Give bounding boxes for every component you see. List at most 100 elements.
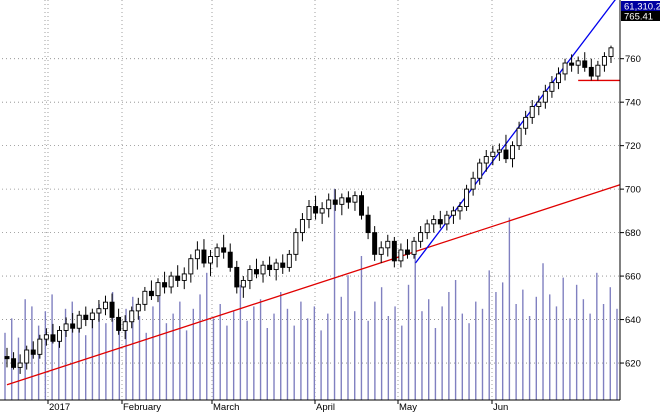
candle-body: [359, 195, 365, 216]
price-label-layer: 61,310.2 765.41: [621, 1, 660, 23]
candle-body: [510, 145, 516, 160]
main-trendline: [6, 184, 621, 386]
upper-price-label: 61,310.2: [624, 2, 660, 13]
candle-body: [188, 258, 194, 275]
candle-body: [24, 349, 30, 364]
candle-body: [155, 282, 161, 297]
candle-body: [477, 162, 483, 179]
candle-body: [313, 206, 319, 214]
candle-body: [194, 249, 200, 260]
candle-body: [168, 275, 174, 288]
candle-body: [569, 62, 575, 66]
candle-body: [529, 106, 535, 118]
y-tick-label-680: 680: [625, 228, 641, 239]
y-tick-label-740: 740: [625, 98, 641, 109]
candle-body: [142, 290, 148, 305]
candle-body: [208, 256, 214, 264]
candle-body: [260, 264, 266, 275]
x-tick-label-5: Jun: [493, 402, 508, 412]
candle-body: [503, 149, 509, 160]
candle-body: [234, 266, 240, 288]
candle-body: [273, 262, 279, 271]
candle-body: [148, 290, 154, 297]
candle-body: [83, 314, 89, 321]
candle-body: [437, 219, 443, 225]
y-tick-layer: 620 640 660 680 700 720 740 760: [620, 54, 641, 370]
candle-body: [30, 349, 36, 355]
candle-body: [332, 199, 338, 205]
candle-body: [293, 232, 299, 255]
candle-body: [253, 269, 259, 275]
x-tick-label-2: March: [213, 402, 239, 412]
y-tick-label-720: 720: [625, 141, 641, 152]
candle-body: [102, 301, 108, 310]
candle-body: [89, 312, 95, 321]
candle-body: [221, 247, 227, 253]
candle-layer: [4, 45, 614, 374]
candle-body: [496, 149, 502, 153]
candle-body: [562, 62, 568, 75]
candle-body: [588, 66, 594, 77]
candle-body: [11, 358, 17, 368]
candle-body: [122, 321, 128, 331]
candle-body: [109, 301, 115, 318]
candle-body: [385, 240, 391, 249]
candle-body: [63, 323, 69, 331]
candle-body: [306, 206, 312, 221]
candle-body: [214, 247, 220, 257]
candle-body: [536, 101, 542, 107]
candle-body: [267, 264, 273, 271]
candle-body: [575, 60, 581, 66]
candle-body: [542, 90, 548, 103]
candle-body: [555, 73, 561, 84]
candle-body: [444, 214, 450, 225]
candle-body: [523, 116, 529, 129]
candle-body: [391, 240, 397, 262]
x-tick-layer: 2017 February March April May Jun: [47, 400, 508, 413]
candle-body: [4, 356, 10, 360]
candle-body: [365, 214, 371, 234]
upper-price-tag: [621, 1, 660, 11]
candle-body: [129, 310, 135, 323]
candle-body: [398, 249, 404, 262]
candle-body: [326, 199, 332, 210]
candle-body: [135, 303, 141, 312]
candle-body: [286, 253, 292, 268]
y-tick-label-700: 700: [625, 185, 641, 196]
candle-body: [483, 156, 489, 164]
candle-body: [319, 208, 325, 214]
candle-body: [431, 219, 437, 225]
candle-body: [240, 279, 246, 288]
candle-body: [345, 197, 351, 203]
candle-body: [57, 329, 63, 342]
candle-body: [299, 219, 305, 234]
candle-body: [450, 210, 456, 216]
candle-body: [378, 247, 384, 255]
candle-body: [352, 195, 358, 203]
candle-body: [181, 273, 187, 281]
candle-body: [162, 282, 168, 288]
candle-body: [404, 249, 410, 255]
candle-body: [280, 262, 286, 268]
candle-body: [464, 188, 470, 207]
candle-body: [608, 47, 614, 57]
candle-body: [76, 314, 82, 329]
candle-body: [96, 308, 102, 314]
candle-body: [411, 240, 417, 255]
candle-body: [516, 127, 522, 147]
last-price-tag: [621, 11, 660, 21]
x-tick-label-4: May: [399, 402, 417, 412]
candle-body: [175, 275, 181, 281]
y-tick-label-760: 760: [625, 54, 641, 65]
x-tick-label-1: February: [123, 402, 161, 412]
grid-layer: [2, 0, 620, 400]
candle-body: [595, 64, 601, 77]
candle-body: [582, 60, 588, 68]
last-price-label: 765.41: [624, 12, 653, 23]
candle-body: [70, 323, 76, 329]
candle-body: [339, 197, 345, 205]
candle-body: [457, 206, 463, 212]
candle-body: [372, 232, 378, 255]
